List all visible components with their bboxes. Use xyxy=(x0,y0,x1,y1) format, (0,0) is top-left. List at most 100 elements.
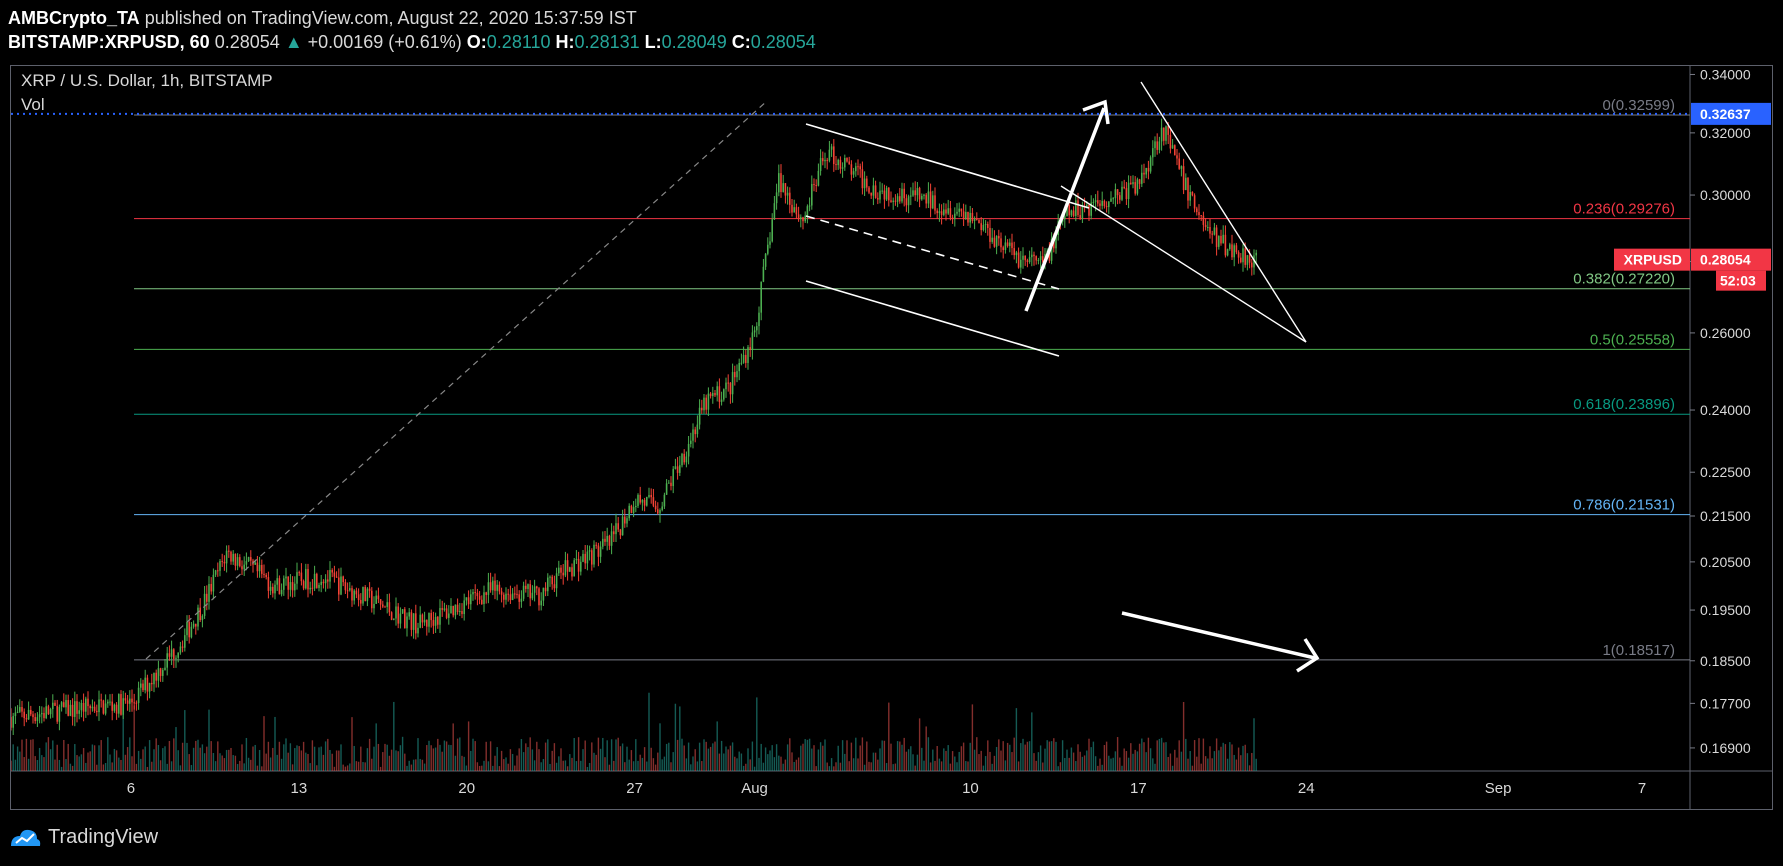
volume-bar xyxy=(870,762,872,771)
candle-body xyxy=(1050,238,1053,261)
candle-body xyxy=(190,626,193,638)
candle-body xyxy=(661,506,663,511)
volume-bar xyxy=(646,761,648,771)
candle-body xyxy=(962,211,965,219)
candle-body xyxy=(146,677,149,692)
candle-body xyxy=(782,183,784,193)
candle-body xyxy=(1086,204,1088,208)
volume-bar xyxy=(657,752,659,771)
candle-body xyxy=(395,606,397,619)
breakout-arrow[interactable] xyxy=(1024,107,1106,312)
chart-frame[interactable]: 0(0.32599) 0.236(0.29276) 0.382(0.27220) 0.… xyxy=(10,65,1773,810)
candle-body xyxy=(934,195,936,211)
volume-bar xyxy=(355,761,358,771)
candle-body xyxy=(54,702,56,706)
candle-body xyxy=(582,553,584,562)
candle-body xyxy=(877,197,879,200)
candle-body xyxy=(342,576,344,583)
candle-body xyxy=(1024,255,1026,261)
volume-bar xyxy=(1042,762,1044,771)
candle-body xyxy=(1136,179,1139,194)
volume-bar xyxy=(617,737,619,771)
candle-body xyxy=(558,567,560,574)
volume-bar xyxy=(544,742,547,771)
candle-body xyxy=(901,188,903,202)
candle-body xyxy=(780,173,782,193)
candle-body xyxy=(219,560,221,571)
countdown-tag-text: 52:03 xyxy=(1720,273,1756,289)
volume-bar xyxy=(923,760,925,771)
candle-body xyxy=(551,576,553,585)
volume-bar xyxy=(333,766,336,771)
change-value: +0.00169 (+0.61%) xyxy=(307,32,462,52)
volume-bar xyxy=(415,759,417,771)
candle-body xyxy=(690,440,692,444)
footer-brand[interactable]: TradingView xyxy=(8,826,158,849)
candle-body xyxy=(346,590,349,592)
candle-body xyxy=(910,195,912,197)
trendline-drawings[interactable] xyxy=(145,81,1320,673)
candle-body xyxy=(58,706,61,722)
time-axis[interactable]: 6 13 20 27 Aug 10 17 24 Sep 7 xyxy=(127,780,1646,797)
candle-body xyxy=(668,482,670,484)
volume-bar xyxy=(1092,741,1095,771)
volume-decline-arrow[interactable] xyxy=(1121,611,1316,660)
volume-bar xyxy=(254,744,256,771)
candle-body xyxy=(155,672,157,681)
volume-bar xyxy=(80,754,83,771)
candle-body xyxy=(542,587,545,601)
volume-bar xyxy=(822,745,824,771)
candle-body xyxy=(318,584,320,588)
candle-body xyxy=(245,561,248,565)
volume-bar xyxy=(98,745,100,771)
candle-body xyxy=(951,217,954,220)
wedge-upper-line[interactable] xyxy=(1140,81,1307,343)
candle-body xyxy=(1070,210,1073,216)
channel-upper-line[interactable] xyxy=(805,123,1090,209)
volume-bar xyxy=(1182,701,1185,771)
volume-bar xyxy=(241,744,243,771)
volume-bar xyxy=(650,747,652,771)
candle-body xyxy=(632,507,635,513)
volume-bar xyxy=(1105,741,1108,771)
volume-bar xyxy=(1050,741,1053,771)
volume-bar xyxy=(597,737,600,771)
candle-body xyxy=(307,569,309,590)
wedge-lower-line[interactable] xyxy=(1060,185,1307,343)
volume-bar xyxy=(720,740,723,771)
time-tick-label: 13 xyxy=(290,780,307,797)
volume-bar xyxy=(511,753,514,771)
price-chart[interactable]: 0(0.32599)0.236(0.29276)0.382(0.27220)0.… xyxy=(11,66,1772,809)
author-name[interactable]: AMBCrypto_TA xyxy=(8,8,140,28)
candle-body xyxy=(738,362,740,372)
volume-bar xyxy=(456,738,459,771)
volume-bar xyxy=(555,762,558,771)
candle-body xyxy=(657,509,659,514)
candle-body xyxy=(923,194,925,196)
volume-bar xyxy=(894,763,897,771)
volume-bar xyxy=(562,760,564,771)
open-value: 0.28110 xyxy=(486,32,551,52)
candle-body xyxy=(1026,260,1029,262)
fibonacci-retracement[interactable]: 0(0.32599) 0.236(0.29276) 0.382(0.27220) 0.… xyxy=(11,97,1690,661)
candle-body xyxy=(747,347,749,363)
volume-bar xyxy=(938,758,941,771)
candle-body xyxy=(1187,177,1189,201)
candle-body xyxy=(181,646,184,648)
candle-body xyxy=(349,588,351,591)
price-axis[interactable]: 0.340000.320000.300000.280000.260000.240… xyxy=(1690,66,1751,756)
candle-body xyxy=(206,593,208,602)
volume-bar xyxy=(120,759,122,771)
candle-body xyxy=(1011,242,1013,249)
candle-body xyxy=(544,587,547,592)
channel-lower-line[interactable] xyxy=(805,280,1060,357)
candle-body xyxy=(309,587,311,590)
fib-anchor-line[interactable] xyxy=(145,100,768,660)
candle-body xyxy=(516,593,518,595)
volume-bar xyxy=(19,751,21,771)
candle-body xyxy=(168,653,171,657)
candle-body xyxy=(258,564,261,572)
candle-body xyxy=(698,407,701,425)
volume-bar xyxy=(1020,743,1022,771)
volume-bar xyxy=(1237,747,1240,771)
